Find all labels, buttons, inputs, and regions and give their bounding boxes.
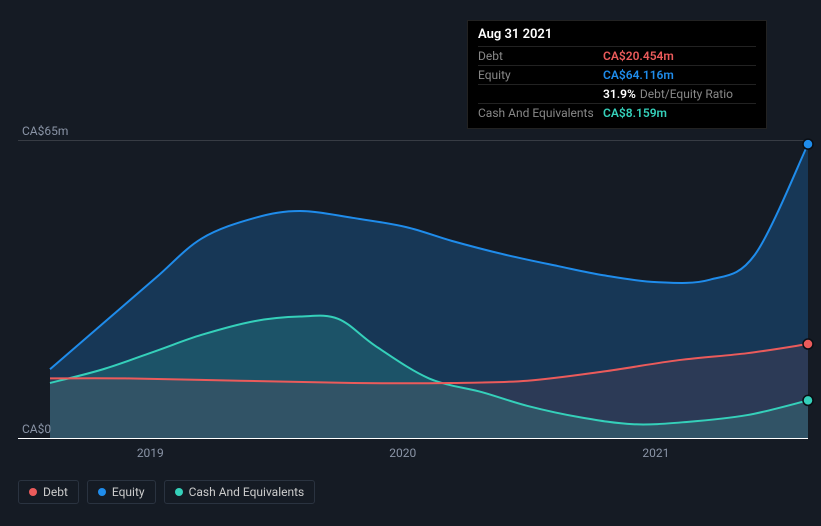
y-axis-label: CA$0 [22,422,51,436]
tooltip-row-value: 31.9%Debt/Equity Ratio [603,87,733,101]
x-axis-label: 2020 [389,446,416,460]
legend-item-label: Debt [43,485,68,499]
tooltip-row: DebtCA$20.454m [478,46,756,65]
y-axis-label: CA$65m [22,124,68,138]
tooltip-row-label: Equity [478,68,603,82]
equity-marker-dot [803,139,813,149]
tooltip: Aug 31 2021 DebtCA$20.454mEquityCA$64.11… [467,20,767,129]
tooltip-row-value: CA$20.454m [603,49,674,63]
tooltip-row: Cash And EquivalentsCA$8.159m [478,103,756,122]
x-axis-label: 2021 [642,446,669,460]
tooltip-row-suffix: Debt/Equity Ratio [640,87,733,101]
tooltip-row: EquityCA$64.116m [478,65,756,84]
tooltip-row-label [478,87,603,101]
legend-item-cash-and-equivalents[interactable]: Cash And Equivalents [164,480,316,504]
legend-dot-icon [175,488,183,496]
legend-dot-icon [29,488,37,496]
legend-item-debt[interactable]: Debt [18,480,79,504]
legend: Debt Equity Cash And Equivalents [18,480,315,504]
cash-marker-dot [803,395,813,405]
legend-item-label: Equity [112,485,145,499]
legend-item-label: Cash And Equivalents [189,485,305,499]
tooltip-row-value: CA$8.159m [603,106,667,120]
x-axis-label: 2019 [137,446,164,460]
tooltip-row-value: CA$64.116m [603,68,674,82]
tooltip-row: 31.9%Debt/Equity Ratio [478,84,756,103]
legend-item-equity[interactable]: Equity [87,480,156,504]
tooltip-row-label: Cash And Equivalents [478,106,603,120]
chart-container: Aug 31 2021 DebtCA$20.454mEquityCA$64.11… [0,0,821,526]
tooltip-date: Aug 31 2021 [478,27,756,46]
debt-marker-dot [803,339,813,349]
legend-dot-icon [98,488,106,496]
tooltip-row-label: Debt [478,49,603,63]
